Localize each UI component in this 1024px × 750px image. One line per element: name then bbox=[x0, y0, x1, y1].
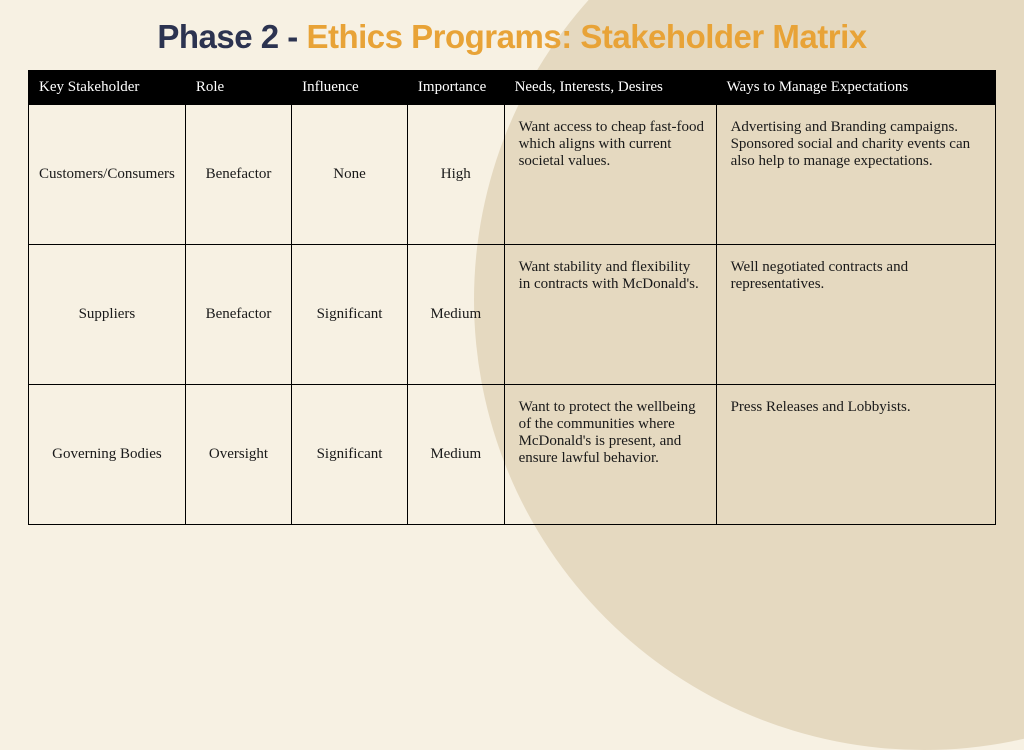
cell-role: Benefactor bbox=[185, 105, 291, 245]
cell-influence: None bbox=[292, 105, 408, 245]
page-title: Phase 2 - Ethics Programs: Stakeholder M… bbox=[28, 18, 996, 56]
cell-role: Oversight bbox=[185, 385, 291, 525]
cell-role: Benefactor bbox=[185, 245, 291, 385]
title-phase: Phase 2 bbox=[157, 18, 278, 55]
col-header-importance: Importance bbox=[407, 71, 504, 105]
cell-influence: Significant bbox=[292, 385, 408, 525]
cell-influence: Significant bbox=[292, 245, 408, 385]
table-header-row: Key Stakeholder Role Influence Importanc… bbox=[29, 71, 996, 105]
cell-importance: Medium bbox=[407, 385, 504, 525]
cell-importance: High bbox=[407, 105, 504, 245]
cell-ways: Press Releases and Lobbyists. bbox=[716, 385, 995, 525]
col-header-role: Role bbox=[185, 71, 291, 105]
col-header-ways: Ways to Manage Expectations bbox=[716, 71, 995, 105]
table-row: Customers/Consumers Benefactor None High… bbox=[29, 105, 996, 245]
cell-stakeholder: Customers/Consumers bbox=[29, 105, 186, 245]
title-dash: - bbox=[279, 18, 307, 55]
col-header-influence: Influence bbox=[292, 71, 408, 105]
cell-needs: Want to protect the wellbeing of the com… bbox=[504, 385, 716, 525]
table-row: Governing Bodies Oversight Significant M… bbox=[29, 385, 996, 525]
cell-needs: Want stability and flexibility in contra… bbox=[504, 245, 716, 385]
table-row: Suppliers Benefactor Significant Medium … bbox=[29, 245, 996, 385]
cell-importance: Medium bbox=[407, 245, 504, 385]
col-header-stakeholder: Key Stakeholder bbox=[29, 71, 186, 105]
cell-stakeholder: Suppliers bbox=[29, 245, 186, 385]
cell-ways: Well negotiated contracts and representa… bbox=[716, 245, 995, 385]
col-header-needs: Needs, Interests, Desires bbox=[504, 71, 716, 105]
cell-ways: Advertising and Branding campaigns. Spon… bbox=[716, 105, 995, 245]
stakeholder-table: Key Stakeholder Role Influence Importanc… bbox=[28, 70, 996, 525]
cell-stakeholder: Governing Bodies bbox=[29, 385, 186, 525]
slide-container: Phase 2 - Ethics Programs: Stakeholder M… bbox=[0, 0, 1024, 543]
title-subtitle: Ethics Programs: Stakeholder Matrix bbox=[306, 18, 866, 55]
cell-needs: Want access to cheap fast-food which ali… bbox=[504, 105, 716, 245]
